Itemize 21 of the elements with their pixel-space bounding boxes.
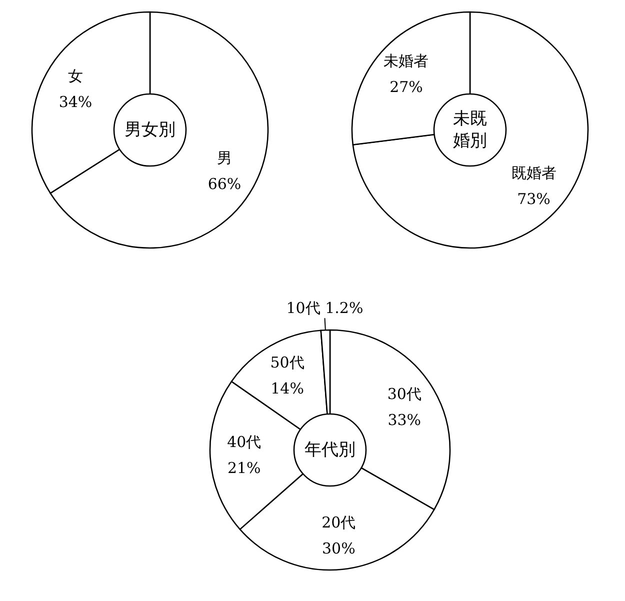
text: 未既婚別 xyxy=(453,109,487,151)
data-label: 21% xyxy=(227,458,261,477)
data-label: 34% xyxy=(58,93,92,112)
slice-label: 未婚者 xyxy=(384,52,429,70)
slice-label: 既婚者 xyxy=(511,164,556,182)
text: 年代別 xyxy=(304,440,356,460)
data-label: 73% xyxy=(517,190,550,208)
slice-label: 女 xyxy=(68,67,84,86)
data-label: 66% xyxy=(208,174,242,193)
data-label: 30% xyxy=(322,540,356,558)
slice-label: 20代 xyxy=(322,514,356,532)
slice-label: 男 xyxy=(216,148,232,167)
slice-label: 10代 1.2% xyxy=(286,299,364,318)
slice-label: 50代 xyxy=(270,353,304,372)
text: 男女別 xyxy=(124,120,176,140)
data-label: 33% xyxy=(388,410,422,429)
pie-slice xyxy=(352,11,589,249)
data-label: 14% xyxy=(270,379,304,398)
slice-label: 30代 xyxy=(387,384,422,403)
data-label: 27% xyxy=(390,78,423,96)
slice-label: 40代 xyxy=(227,432,262,451)
